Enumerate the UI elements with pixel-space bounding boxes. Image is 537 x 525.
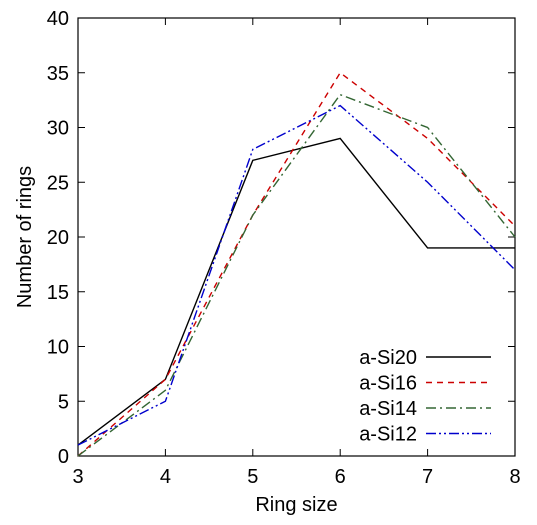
series-lines [77, 71, 516, 457]
legend-label: a-Si20 [359, 347, 417, 369]
x-tick-label: 5 [247, 466, 258, 488]
x-tick-label: 8 [509, 466, 520, 488]
y-tick-label: 10 [47, 337, 69, 359]
x-tick-label: 4 [160, 466, 171, 488]
y-tick-label: 15 [47, 282, 69, 304]
legend-label: a-Si14 [359, 398, 417, 420]
legend-label: a-Si12 [359, 424, 417, 446]
y-tick-label: 30 [47, 118, 69, 140]
x-axis-title: Ring size [255, 494, 337, 516]
y-tick-label: 20 [47, 227, 69, 249]
series-line-a-si12 [77, 104, 516, 446]
x-tick-label: 6 [335, 466, 346, 488]
y-tick-label: 35 [47, 63, 69, 85]
axis-ticks [77, 17, 516, 457]
y-axis-title: Number of rings [14, 166, 36, 308]
y-tick-label: 25 [47, 172, 69, 194]
axis-tick-labels: 3 4 5 6 7 8 0 5 10 15 20 25 30 35 40 [47, 8, 521, 488]
series-line-a-si16 [77, 71, 516, 457]
plot-frame [77, 17, 516, 457]
plot-area: 3 4 5 6 7 8 0 5 10 15 20 25 30 35 40 [47, 8, 521, 488]
y-tick-label: 40 [47, 8, 69, 30]
legend-label: a-Si16 [359, 373, 417, 395]
y-tick-label: 5 [58, 391, 69, 413]
series-line-a-si20 [77, 137, 515, 446]
x-tick-label: 7 [422, 466, 433, 488]
x-tick-label: 3 [72, 466, 83, 488]
legend: a-Si20 a-Si16 a-Si14 a-Si12 [359, 347, 491, 446]
y-tick-label: 0 [58, 446, 69, 468]
